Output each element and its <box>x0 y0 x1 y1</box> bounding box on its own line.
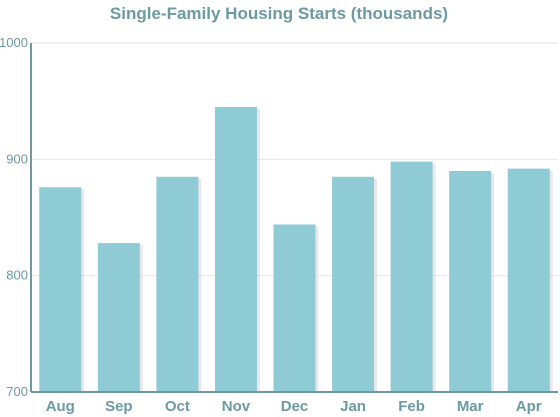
y-tick-label: 700 <box>6 384 28 399</box>
x-tick-label: Dec <box>281 398 309 415</box>
bars <box>39 106 553 392</box>
x-tick-label: Mar <box>457 398 484 415</box>
x-tick-label: Feb <box>398 398 425 415</box>
y-tick-label: 800 <box>6 268 28 283</box>
bar <box>214 106 257 392</box>
x-tick-label: Oct <box>165 398 190 415</box>
chart-title: Single-Family Housing Starts (thousands) <box>110 4 448 23</box>
bar <box>507 168 550 392</box>
bar <box>273 224 316 392</box>
x-tick-label: Sep <box>105 398 133 415</box>
x-tick-labels: Aug Sep Oct Nov Dec Jan Feb Mar Apr <box>46 398 542 415</box>
x-tick-label: Nov <box>222 398 251 415</box>
y-tick-labels: 700 800 900 1000 <box>0 35 28 399</box>
axes <box>30 43 558 393</box>
bar <box>449 170 492 392</box>
y-tick-label: 900 <box>6 151 28 166</box>
x-tick-label: Jan <box>340 398 366 415</box>
x-tick-label: Apr <box>516 398 542 415</box>
bar <box>39 187 82 392</box>
bar <box>332 176 375 392</box>
bar <box>156 176 199 392</box>
x-tick-label: Aug <box>46 398 75 415</box>
bar <box>97 243 140 392</box>
bar <box>390 161 433 392</box>
y-tick-label: 1000 <box>0 35 28 50</box>
